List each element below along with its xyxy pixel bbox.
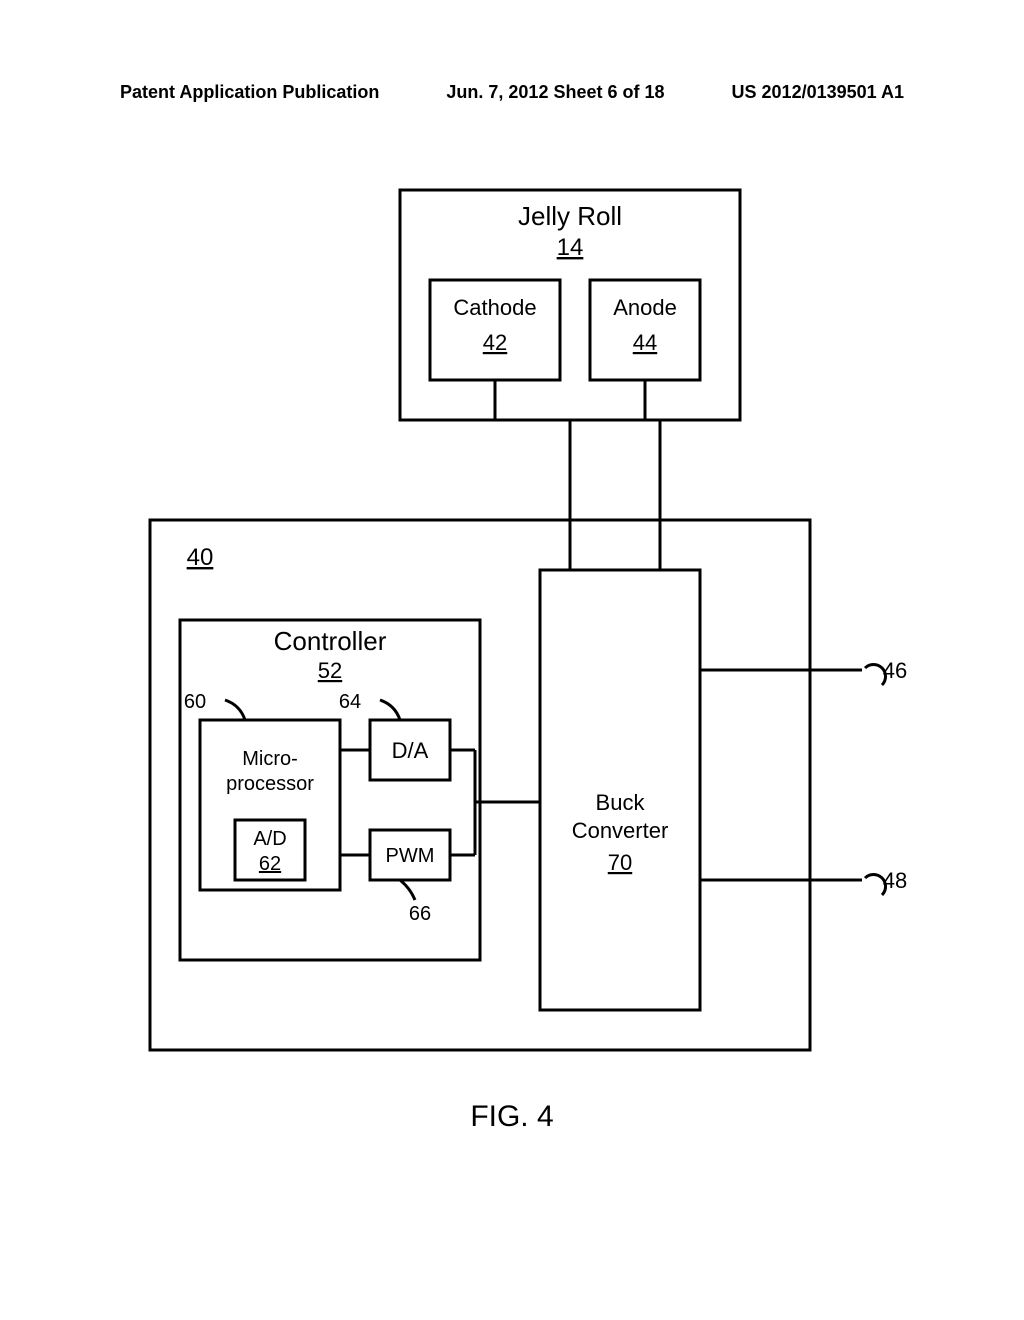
ref-40: 40 <box>187 544 214 571</box>
cathode-label: Cathode <box>453 295 536 320</box>
leader-60-text: 60 <box>184 691 206 713</box>
da-label: D/A <box>392 738 429 763</box>
buck-label-1: Buck <box>596 790 646 815</box>
header-center: Jun. 7, 2012 Sheet 6 of 18 <box>446 82 664 103</box>
leader-66-text: 66 <box>409 903 431 925</box>
figure-caption: FIG. 4 <box>0 1100 1024 1134</box>
figure-4-diagram: Jelly Roll 14 Cathode 42 Anode 44 40 Controller… <box>0 180 1024 1180</box>
leader-60-line <box>225 700 245 720</box>
jelly-roll-label: Jelly Roll <box>518 201 622 231</box>
jelly-roll-ref: 14 <box>557 234 584 261</box>
controller-label: Controller <box>274 626 387 656</box>
header-left: Patent Application Publication <box>120 82 379 103</box>
page-header: Patent Application Publication Jun. 7, 2… <box>0 82 1024 103</box>
buck-label-2: Converter <box>572 818 669 843</box>
header-right: US 2012/0139501 A1 <box>732 82 904 103</box>
ad-label: A/D <box>253 828 286 850</box>
pwm-label: PWM <box>386 845 435 867</box>
micro-label-2: processor <box>226 773 314 795</box>
cathode-ref: 42 <box>483 330 507 355</box>
ad-ref: 62 <box>259 853 281 875</box>
leader-64-line <box>380 700 400 720</box>
controller-ref: 52 <box>318 658 342 683</box>
leader-64-text: 64 <box>339 691 361 713</box>
leader-66-line <box>400 880 415 900</box>
anode-ref: 44 <box>633 330 657 355</box>
anode-label: Anode <box>613 295 677 320</box>
buck-ref: 70 <box>608 850 632 875</box>
micro-label-1: Micro- <box>242 748 298 770</box>
